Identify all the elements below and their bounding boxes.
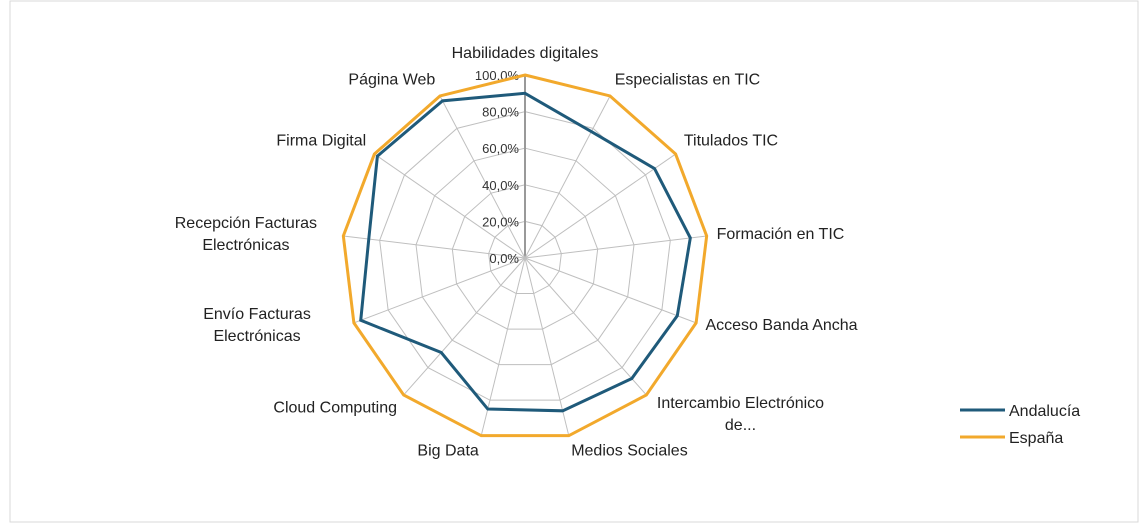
legend-label: Andalucía [1009,403,1080,420]
tick-label: 40,0% [482,178,519,193]
legend-label: España [1009,430,1063,447]
grid-line [488,220,562,295]
spoke [524,257,570,436]
spoke [524,257,697,324]
grid-line [379,111,671,401]
category-label: Formación en TIC [716,225,845,243]
tick-label: 20,0% [482,214,519,229]
category-label: Big Data [417,442,479,460]
series-line [359,91,692,413]
spoke [343,235,526,259]
spoke [403,257,526,396]
category-label: Recepción Facturas Electrónicas [174,214,318,254]
category-label: Firma Digital [276,132,367,150]
category-label: Envío Facturas Electrónicas [203,306,311,346]
category-label: Especialistas en TIC [614,71,761,89]
spoke [524,257,647,396]
tick-label: 0,0% [489,251,519,266]
category-label: Medios Sociales [571,442,688,460]
series-line [341,73,709,438]
spoke [524,153,676,259]
grid-line [415,147,635,366]
spoke [480,257,526,436]
category-label: Titulados TIC [683,132,779,150]
category-label: Cloud Computing [273,400,398,418]
grid-line [451,184,599,330]
category-label: Acceso Banda Ancha [705,317,858,335]
category-label: Página Web [348,71,436,89]
spoke [439,95,526,259]
tick-label: 60,0% [482,141,519,156]
category-label: Intercambio Electrónico de... [656,395,825,435]
spoke [524,95,611,259]
spoke [353,257,526,324]
category-label: Habilidades digitales [451,45,599,62]
spoke [524,235,707,259]
tick-label: 80,0% [482,105,519,120]
spoke [374,153,526,259]
